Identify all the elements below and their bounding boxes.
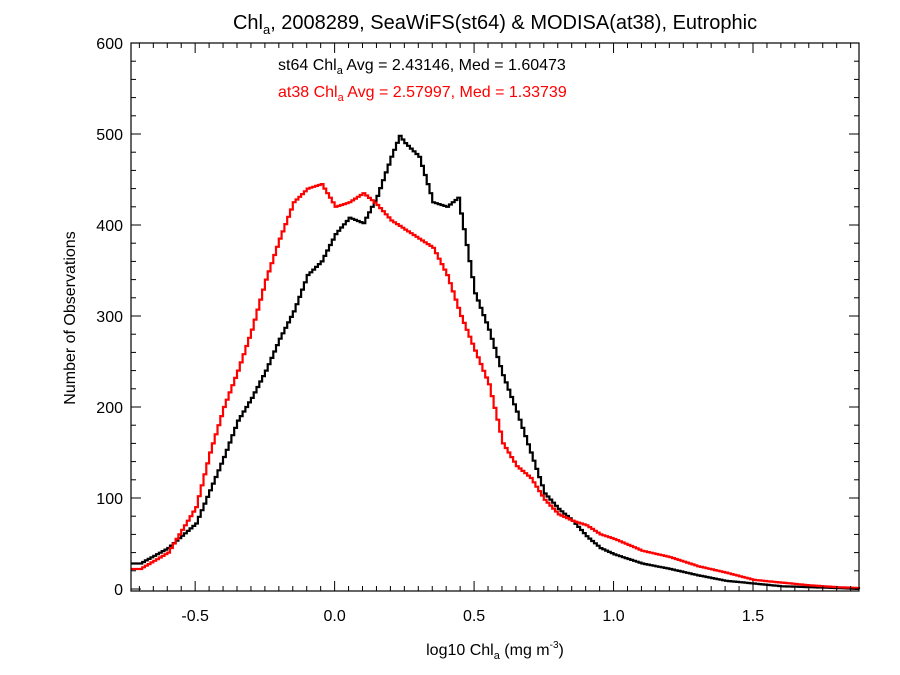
x-axis-label: log10 Chla (mg m-3) <box>426 640 564 662</box>
y-tick-label: 100 <box>96 491 123 508</box>
x-tick-label: 0.5 <box>463 608 485 625</box>
y-axis-label: Number of Observations <box>62 231 79 404</box>
y-tick-label: 300 <box>96 309 123 326</box>
x-tick-label: -0.5 <box>181 608 209 625</box>
y-tick-label: 500 <box>96 127 123 144</box>
st64-histogram-line <box>131 134 861 590</box>
chart-title: Chla, 2008289, SeaWiFS(st64) & MODISA(at… <box>233 12 757 37</box>
x-tick-label: 1.0 <box>602 608 624 625</box>
x-tick-label: 1.5 <box>742 608 764 625</box>
at38-stats-annotation: at38 Chla Avg = 2.57997, Med = 1.33739 <box>278 84 567 104</box>
st64-stats-annotation: st64 Chla Avg = 2.43146, Med = 1.60473 <box>278 57 566 77</box>
ticks-layer: 0 100 200 300 400 500 600 -0.5 0.0 0.5 1.0 1.5 <box>96 36 859 625</box>
y-tick-label: 400 <box>96 218 123 235</box>
series-layer <box>131 134 861 590</box>
at38-histogram-line <box>131 183 861 590</box>
x-tick-label: 0.0 <box>323 608 345 625</box>
y-tick-label: 200 <box>96 400 123 417</box>
y-tick-label: 600 <box>96 36 123 53</box>
y-tick-label: 0 <box>114 582 123 599</box>
plot-frame <box>130 42 860 592</box>
